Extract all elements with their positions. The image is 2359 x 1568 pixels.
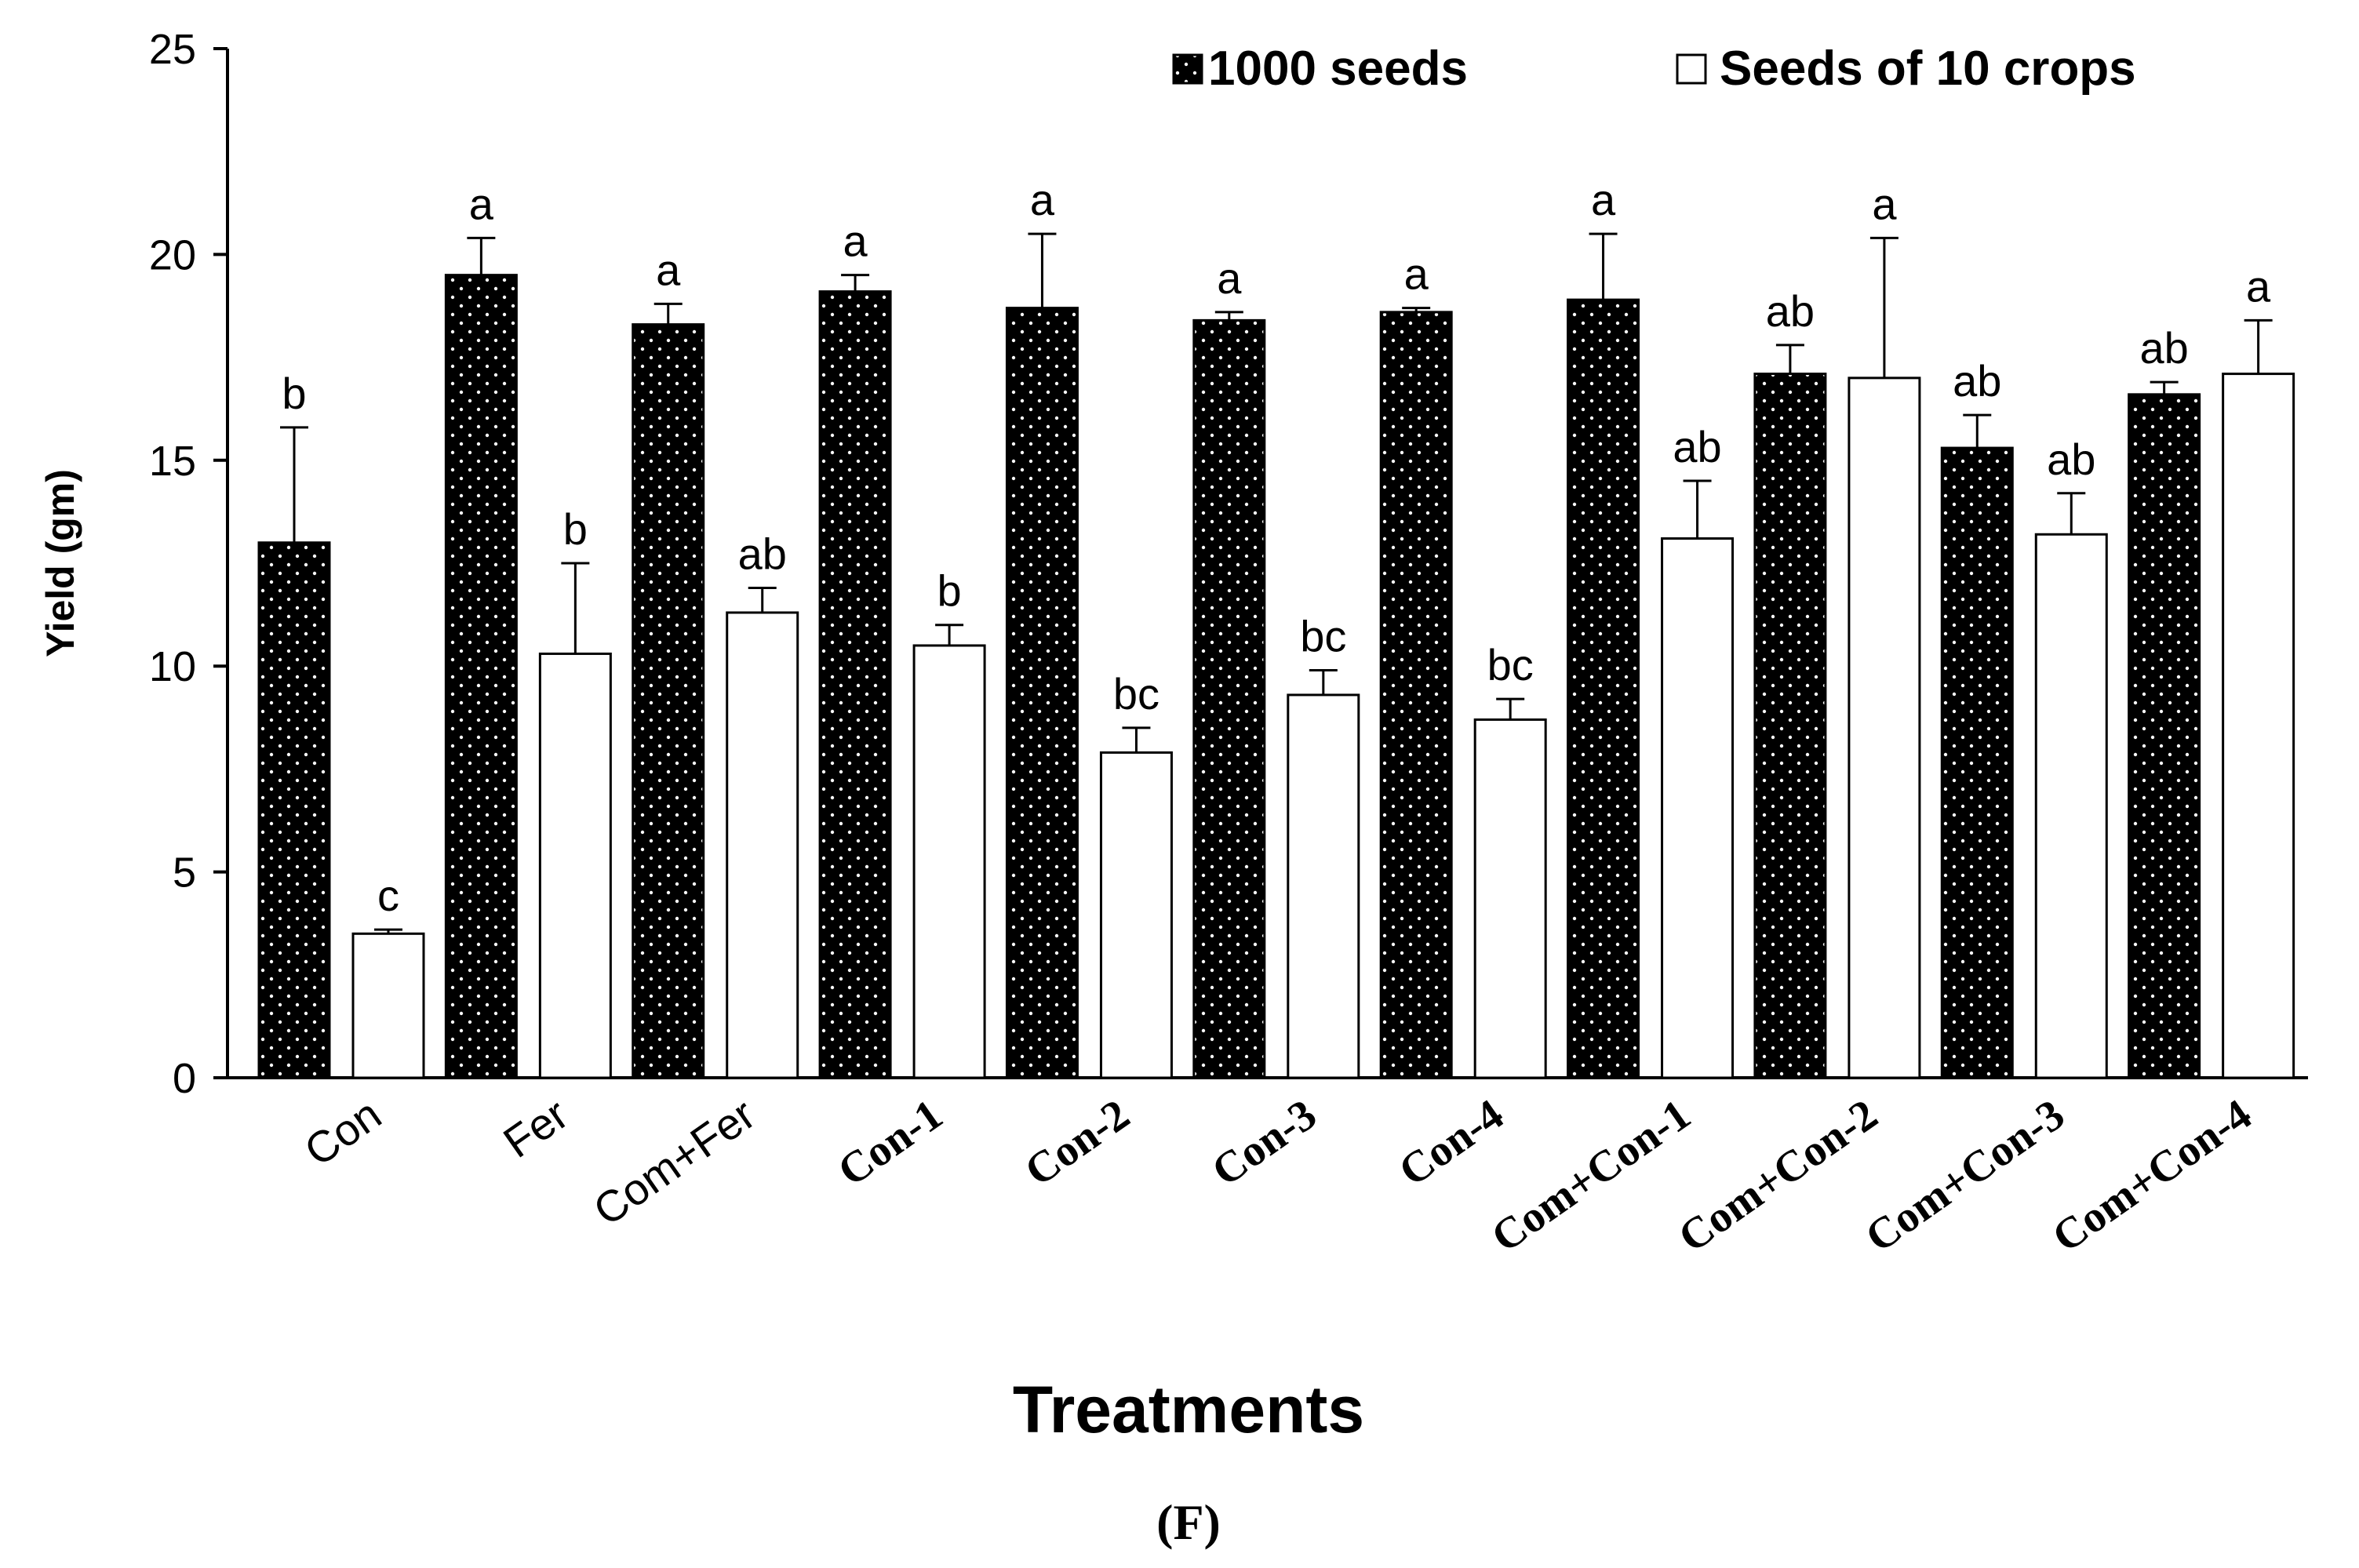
bar-1000-seeds [1192, 318, 1266, 1079]
bar-seeds-of-10-crops [726, 611, 799, 1079]
significance-letter-1000-seeds: ab [1766, 286, 1815, 336]
bar-1000-seeds [444, 274, 518, 1079]
bar-seeds-of-10-crops [2034, 533, 2108, 1079]
legend-label-1000-seeds: 1000 seeds [1208, 42, 1468, 96]
category-label: Fer [494, 1089, 577, 1167]
category-label: Con-3 [1203, 1090, 1325, 1196]
category-label: Con [296, 1089, 390, 1176]
significance-letter-1000-seeds: a [1030, 175, 1055, 224]
bar-seeds-of-10-crops [1473, 718, 1547, 1079]
category-label: Con-4 [1390, 1090, 1512, 1196]
y-tick-label: 10 [149, 643, 196, 690]
bar-1000-seeds [2128, 393, 2201, 1079]
significance-letter-seeds-of-10-crops: b [563, 504, 588, 554]
significance-letter-seeds-of-10-crops: ab [738, 529, 787, 578]
significance-letter-seeds-of-10-crops: ab [2047, 435, 2095, 484]
category-label: Com+Con-2 [1670, 1090, 1887, 1262]
bar-seeds-of-10-crops [1661, 537, 1735, 1079]
bar-1000-seeds [632, 323, 705, 1079]
y-tick-label: 0 [173, 1055, 196, 1102]
bar-1000-seeds [1005, 307, 1079, 1079]
y-tick-label: 25 [149, 26, 196, 73]
y-axis-label: Yield (gm) [38, 469, 82, 657]
x-axis-label: Treatments [1013, 1373, 1364, 1446]
significance-letter-seeds-of-10-crops: a [1872, 179, 1897, 228]
category-label: Com+Fer [584, 1089, 764, 1235]
y-tick-label: 5 [173, 849, 196, 897]
significance-letter-seeds-of-10-crops: bc [1113, 669, 1159, 719]
significance-letter-1000-seeds: a [656, 245, 681, 294]
significance-letter-seeds-of-10-crops: bc [1487, 640, 1534, 689]
legend-swatch-seeds-of-10-crops [1676, 53, 1707, 85]
category-label: Con-2 [1017, 1090, 1138, 1196]
y-axis-ticks: 0 5 10 15 20 25 [149, 26, 228, 1102]
significance-letter-1000-seeds: a [843, 216, 868, 266]
significance-letter-seeds-of-10-crops: b [937, 566, 962, 616]
bar-1000-seeds [1567, 298, 1640, 1079]
significance-letter-seeds-of-10-crops: ab [1673, 422, 1721, 471]
y-tick-label: 15 [149, 438, 196, 485]
legend-swatch-1000-seeds [1172, 53, 1203, 85]
category-label: Com+Con-1 [1483, 1090, 1699, 1262]
bar-1000-seeds [257, 541, 331, 1079]
y-tick-label: 20 [149, 231, 196, 278]
significance-letter-seeds-of-10-crops: c [377, 871, 399, 920]
significance-letter-1000-seeds: ab [2139, 323, 2188, 373]
significance-letter-1000-seeds: a [1404, 249, 1429, 299]
legend: 1000 seeds Seeds of 10 crops [1172, 42, 2136, 96]
bar-seeds-of-10-crops [2222, 373, 2295, 1079]
category-label: Com+Con-3 [1857, 1090, 2073, 1262]
category-labels: Con Fer Com+Fer Con-1 Con-2 Con-3 Con-4Com+Con… [296, 1089, 2261, 1262]
bar-1000-seeds [1940, 446, 2014, 1079]
significance-letter-1000-seeds: b [282, 369, 306, 418]
category-label: Con-1 [829, 1090, 951, 1196]
panel-label: (F) [1156, 1494, 1221, 1550]
bar-seeds-of-10-crops [538, 652, 612, 1079]
bar-seeds-of-10-crops [912, 644, 986, 1079]
bar-1000-seeds [1753, 373, 1827, 1079]
category-label: Com+Con-4 [2044, 1090, 2260, 1262]
bar-seeds-of-10-crops [1099, 751, 1173, 1079]
bar-1000-seeds [1379, 311, 1453, 1079]
significance-letter-seeds-of-10-crops: bc [1300, 611, 1346, 660]
significance-letter-seeds-of-10-crops: a [2246, 261, 2271, 311]
significance-letter-1000-seeds: a [1591, 175, 1616, 224]
significance-letter-1000-seeds: a [1217, 253, 1242, 303]
significance-letter-1000-seeds: ab [1953, 356, 2001, 406]
bar-1000-seeds [818, 290, 892, 1079]
bar-seeds-of-10-crops [1848, 377, 1921, 1079]
significance-letter-1000-seeds: a [469, 179, 494, 228]
legend-label-seeds-of-10-crops: Seeds of 10 crops [1720, 42, 2136, 96]
bar-seeds-of-10-crops [1287, 693, 1360, 1079]
bar-seeds-of-10-crops [351, 932, 425, 1079]
